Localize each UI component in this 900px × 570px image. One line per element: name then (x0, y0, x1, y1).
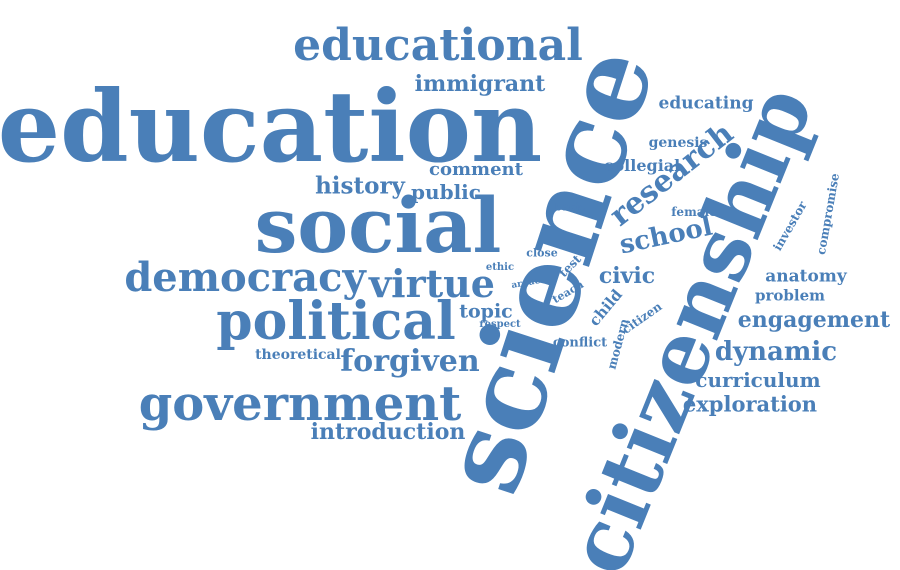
word-exploration: exploration (682, 391, 818, 417)
word-forgiven: forgiven (340, 344, 480, 379)
word-immigrant: immigrant (414, 71, 546, 97)
word-ethic: ethic (485, 262, 515, 273)
word-female: female (671, 205, 717, 219)
word-political: political (216, 291, 456, 352)
word-educational: educational (293, 20, 583, 71)
word-democracy: democracy (124, 254, 366, 301)
word-virtue: virtue (369, 261, 495, 306)
word-topic: topic (459, 300, 513, 323)
word-education: education (0, 70, 543, 185)
word-collegial: collegial (603, 156, 681, 175)
word-problem: problem (755, 286, 825, 305)
word-social: social (254, 181, 502, 270)
word-curriculum: curriculum (695, 368, 821, 392)
word-educating: educating (658, 93, 754, 114)
word-introduction: introduction (310, 419, 466, 445)
word-conflict: conflict (552, 335, 608, 351)
word-close: close (526, 246, 558, 260)
word-history: history (315, 172, 405, 200)
word-respect: respect (479, 319, 521, 330)
word-compromise: compromise (813, 172, 843, 256)
word-dynamic: dynamic (714, 337, 838, 367)
word-civic: civic (598, 263, 656, 289)
word-engagement: engagement (737, 307, 891, 333)
word-government: government (138, 376, 462, 432)
word-genesis: genesis (648, 135, 708, 151)
word-public: public (411, 180, 481, 204)
word-basic: basic (554, 200, 586, 214)
word-comment: comment (429, 159, 523, 180)
word-theoretical: theoretical (255, 347, 341, 363)
word-anatomy: anatomy (765, 266, 847, 287)
